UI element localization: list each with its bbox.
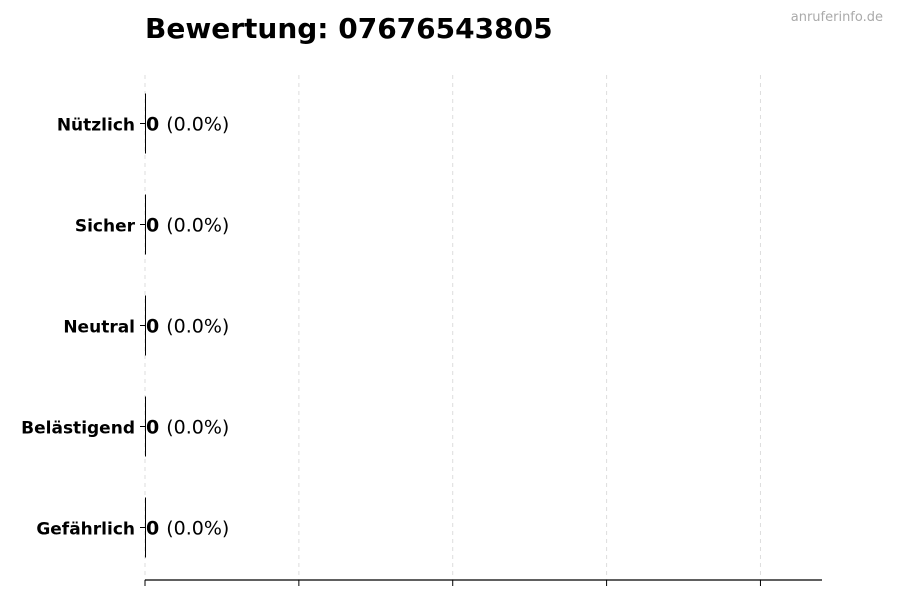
bar-percent-label: (0.0%) — [166, 114, 229, 136]
bar-percent-label: (0.0%) — [166, 518, 229, 540]
bar-percent-label: (0.0%) — [166, 417, 229, 439]
chart-title: Bewertung: 07676543805 — [145, 12, 553, 45]
bar — [145, 295, 146, 356]
category-label: Gefährlich — [36, 520, 135, 540]
bar-count-label: 0 — [146, 518, 159, 540]
bar-count-label: 0 — [146, 417, 159, 439]
bar — [145, 396, 146, 457]
bar — [145, 93, 146, 154]
category-label: Belästigend — [21, 419, 135, 439]
bar — [145, 497, 146, 558]
category-label: Neutral — [63, 318, 135, 338]
bar-count-label: 0 — [146, 316, 159, 338]
category-label: Sicher — [75, 217, 136, 237]
watermark: anruferinfo.de — [790, 10, 883, 25]
bar-count-label: 0 — [146, 114, 159, 136]
category-label: Nützlich — [57, 116, 135, 136]
bar-percent-label: (0.0%) — [166, 215, 229, 237]
bar — [145, 194, 146, 255]
bar-percent-label: (0.0%) — [166, 316, 229, 338]
bar-count-label: 0 — [146, 215, 159, 237]
